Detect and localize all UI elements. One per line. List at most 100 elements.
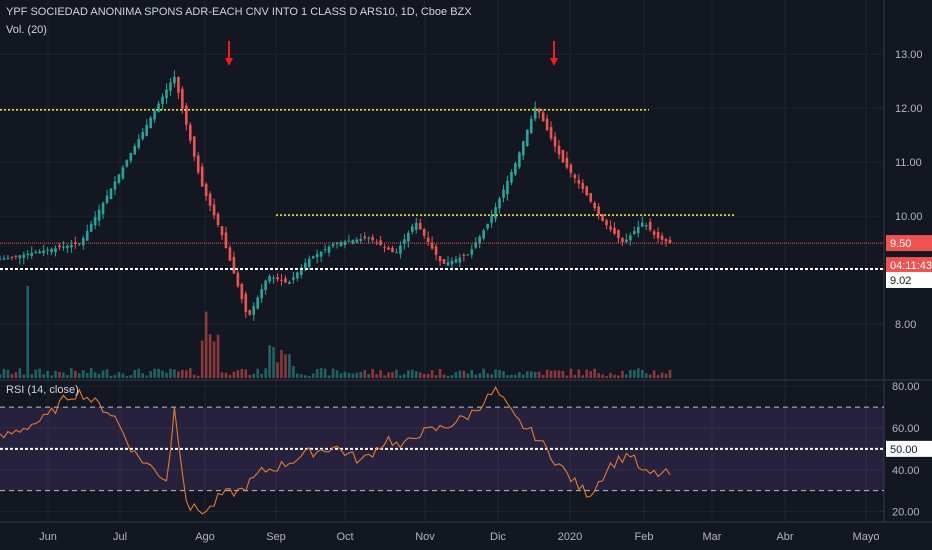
volume-bar (426, 374, 430, 378)
candle (54, 248, 57, 252)
volume-bar (240, 368, 244, 378)
volume-bar (173, 369, 176, 378)
volume-bar (10, 374, 14, 378)
volume-bar (0, 374, 2, 378)
candle (272, 277, 275, 279)
countdown-badge: 04:11:43 (890, 260, 932, 272)
volume-bar (561, 370, 565, 378)
volume-bar (399, 375, 402, 378)
candle (10, 256, 14, 258)
candle (6, 257, 10, 259)
candle (648, 221, 652, 230)
candle (609, 226, 612, 230)
candle (585, 186, 589, 196)
candle (605, 220, 608, 226)
candle (192, 136, 196, 157)
volume-bar (597, 373, 600, 378)
volume-bar (30, 374, 34, 378)
volume-bar (462, 370, 466, 378)
candle-series (0, 70, 672, 321)
candle (640, 222, 644, 227)
volume-bar (260, 373, 263, 378)
candle (525, 130, 529, 147)
volume-bar (454, 372, 458, 378)
volume-bar (656, 374, 660, 378)
volume-bar (537, 371, 541, 378)
volume-bar (541, 375, 545, 378)
candle (414, 222, 418, 230)
volume-bar (605, 375, 608, 378)
volume-bar (652, 370, 656, 378)
volume-bar (371, 369, 374, 378)
candle (502, 189, 505, 198)
volume-bar (303, 375, 307, 378)
annotation-arrows (225, 41, 558, 66)
volume-bar (434, 375, 438, 378)
countdown-badge-bg (886, 257, 932, 274)
volume-bar (585, 369, 589, 378)
volume-bar (375, 374, 378, 378)
volume-bar (192, 374, 196, 378)
volume-bar (581, 375, 585, 378)
volume-bar (490, 374, 493, 378)
volume-bar (648, 374, 652, 378)
candle (125, 160, 129, 167)
volume-bar (359, 371, 363, 378)
candle (264, 280, 267, 291)
candle (74, 242, 77, 245)
candle (510, 172, 513, 183)
candle (565, 157, 569, 168)
volume-bar (165, 372, 168, 378)
volume-bar (264, 368, 267, 378)
rsi-tick-label: 40.00 (892, 465, 920, 477)
candle (232, 256, 236, 274)
price-tick-label: 8.00 (895, 319, 916, 331)
volume-bar (506, 375, 509, 378)
candle (185, 105, 188, 125)
volume-bar (442, 374, 446, 378)
candle (50, 248, 53, 253)
candle (668, 239, 672, 244)
axes[interactable]: 13.00 12.00 11.00 10.00 8.00 80.00 60.00 40.00 2… (39, 49, 932, 543)
candle (181, 88, 184, 109)
candle (557, 145, 561, 155)
candle (522, 141, 525, 156)
volume-bar (553, 370, 557, 378)
rsi-indicator-label[interactable]: RSI (14, close) (6, 384, 79, 396)
candle (426, 237, 430, 243)
candle (133, 146, 137, 155)
volume-bar (482, 368, 485, 378)
volume-bar (236, 370, 240, 378)
candle (474, 243, 478, 248)
candle (549, 127, 553, 139)
candle (252, 306, 256, 315)
volume-bar (268, 345, 271, 378)
candle (256, 297, 259, 309)
volume-bar (466, 373, 470, 378)
symbol-title[interactable]: YPF SOCIEDAD ANONIMA SPONS ADR-EACH CNV … (6, 6, 472, 18)
candle (359, 238, 363, 241)
volume-bar (403, 374, 406, 378)
time-tick-label: Ago (195, 531, 215, 543)
candle (387, 247, 390, 250)
candle (121, 167, 125, 179)
time-tick-label: Jul (113, 531, 127, 543)
volume-indicator-label[interactable]: Vol. (20) (6, 24, 47, 36)
volume-bar (331, 368, 335, 378)
volume-bar (34, 369, 37, 378)
volume-bar (280, 350, 283, 378)
candle (533, 107, 537, 119)
volume-bar (50, 375, 53, 378)
volume-bar (529, 371, 533, 378)
candle (141, 131, 145, 139)
volume-bar (644, 373, 648, 378)
rsi-tick-label: 80.00 (892, 381, 920, 393)
volume-bar (204, 311, 208, 378)
time-tick-label: Nov (415, 531, 435, 543)
candle (664, 239, 668, 242)
candle (593, 202, 596, 209)
rsi-tick-label: 20.00 (892, 507, 920, 519)
candle (470, 249, 474, 255)
volume-bar (339, 373, 343, 378)
